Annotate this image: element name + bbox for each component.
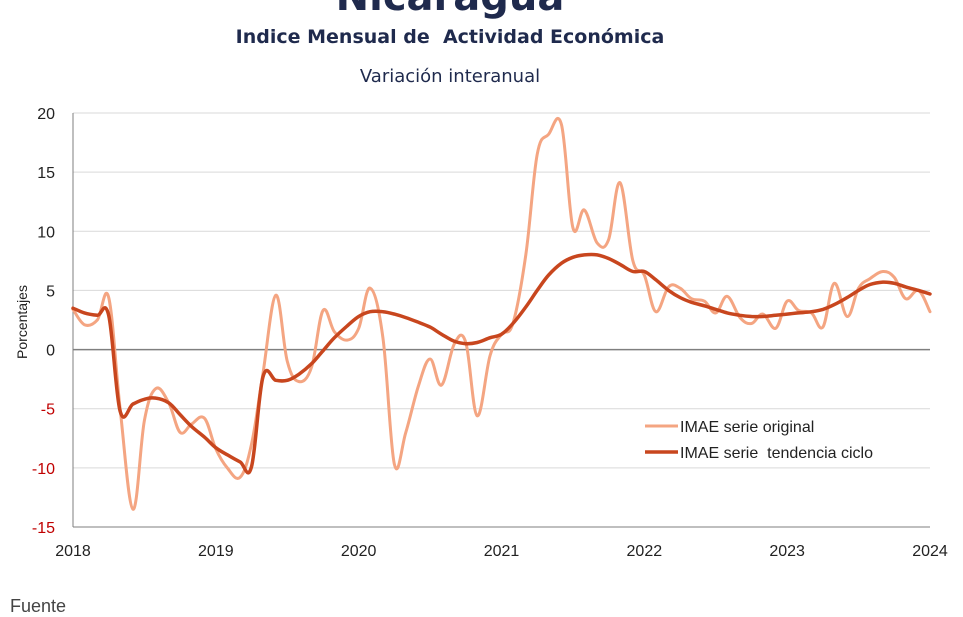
grid-lines (73, 112, 930, 528)
series-lines (71, 116, 932, 511)
y-tick-label: -10 (32, 461, 55, 478)
x-tick-label: 2019 (198, 543, 234, 560)
y-tick-label: 10 (37, 224, 55, 241)
chart-title: Nicaragua (0, 0, 900, 20)
x-tick-label: 2023 (769, 543, 805, 560)
y-tick-label: 15 (37, 165, 55, 182)
y-tick-label: 5 (46, 283, 55, 300)
y-tick-label: 0 (46, 343, 55, 360)
chart-subtitle: Indice Mensual de Actividad Económica (235, 26, 665, 48)
x-tick-label: 2018 (55, 543, 91, 560)
x-tick-labels: 2018 2019 2020 2021 2022 2023 2024 (55, 543, 948, 560)
axes (72, 113, 930, 528)
x-tick-label: 2024 (912, 543, 948, 560)
y-tick-labels: 20 15 10 5 0 -5 -10 -15 (32, 106, 55, 537)
chart-caption: Variación interanual (359, 66, 541, 87)
y-tick-label: 20 (37, 106, 55, 123)
series-line-trend (71, 252, 932, 475)
legend: IMAE serie original IMAE serie tendencia… (645, 419, 873, 462)
y-tick-label: -5 (41, 402, 55, 419)
legend-label-trend: IMAE serie tendencia ciclo (680, 445, 873, 462)
y-tick-label: -15 (32, 520, 55, 537)
x-tick-label: 2022 (627, 543, 663, 560)
y-axis-label: Porcentajes (14, 285, 30, 359)
source-footer: Fuente (10, 596, 67, 616)
legend-label-original: IMAE serie original (680, 419, 814, 436)
x-tick-label: 2020 (341, 543, 377, 560)
x-tick-label: 2021 (484, 543, 520, 560)
